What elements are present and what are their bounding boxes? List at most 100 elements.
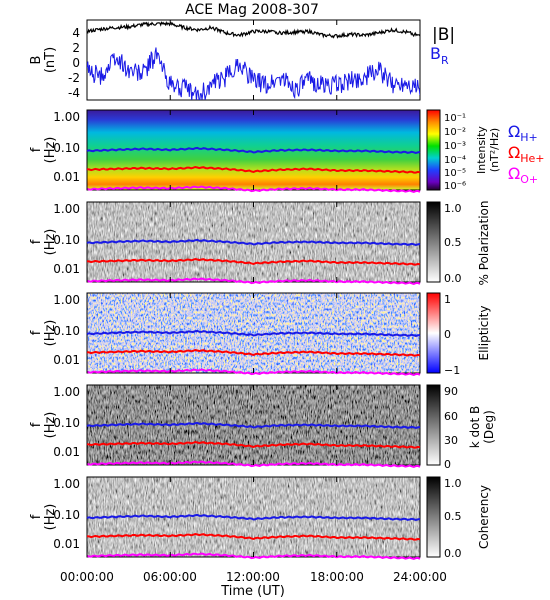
kdotb-panel: 90 60 30 0 k dot B (Deg) <box>86 384 496 471</box>
gyro-curve-h <box>86 513 421 522</box>
kdotb-cbar-tick: 60 <box>444 410 458 423</box>
b-total-legend: |B| <box>432 25 455 45</box>
chart-title: ACE Mag 2008-307 <box>185 2 319 18</box>
polarization-cbar-tick: 1.0 <box>444 202 462 215</box>
intensity-ylabel: f <box>29 147 44 152</box>
intensity-ytick-label: 1.00 <box>53 110 80 124</box>
x-axis-label: Time (UT) <box>220 584 285 599</box>
coherency-cbar-tick: 1.0 <box>444 477 462 490</box>
xtick-label: 00:00:00 <box>60 570 114 584</box>
polarization-ytick-label: 1.00 <box>53 202 80 216</box>
kdotb-ytick-label: 0.10 <box>53 416 80 430</box>
field-panel: B (nT) 4 2 0 -2 -4 |B| BR <box>29 19 455 101</box>
ellipticity-cbar-tick: 1 <box>444 293 451 306</box>
gyro-curve-o <box>86 552 421 560</box>
gyro-curve-h <box>86 238 421 247</box>
ellipticity-panel: 1 0 −1 Ellipticity <box>86 292 491 377</box>
xtick-label: 18:00:00 <box>310 570 364 584</box>
field-ytick-label: 2 <box>72 41 80 55</box>
field-ylabel: B <box>29 56 44 65</box>
polarization-cbar-tick: 0.0 <box>444 272 462 285</box>
kdotb-cbar-tick: 30 <box>444 434 458 447</box>
coherency-ytick-label: 0.10 <box>53 508 80 522</box>
coherency-ytick-label: 0.01 <box>53 537 80 551</box>
gyro-curve-he <box>86 257 421 266</box>
field-yunit: (nT) <box>43 47 58 73</box>
ellipticity-ytick-label: 0.10 <box>53 324 80 338</box>
ellipticity-colorbar <box>426 292 441 374</box>
xtick-label: 24:00:00 <box>393 570 447 584</box>
xtick-label: 06:00:00 <box>143 570 197 584</box>
intensity-cbar-tick: 10⁻⁶ <box>444 181 466 192</box>
polarization-colorbar <box>426 201 441 283</box>
intensity-cbar-title: Intensity <box>475 126 488 174</box>
intensity-ytick-label: 0.01 <box>53 170 80 184</box>
kdotb-cbar-unit: (Deg) <box>482 410 496 444</box>
coherency-yaxis: f (Hz) 1.00 0.10 0.01 <box>29 477 80 551</box>
field-ytick-label: 4 <box>72 26 80 40</box>
polarization-cbar-tick: 0.5 <box>444 236 462 249</box>
omega-o-legend: ΩO+ <box>508 164 538 186</box>
ellipticity-ytick-label: 1.00 <box>53 293 80 307</box>
kdotb-cbar-tick: 90 <box>444 385 458 398</box>
gyro-curve-he <box>86 348 421 357</box>
intensity-cbar-tick: 10⁻¹ <box>444 113 466 124</box>
polarization-yaxis: f (Hz) 1.00 0.10 0.01 <box>29 202 80 276</box>
coherency-panel: 1.0 0.5 0.0 Coherency <box>86 476 491 560</box>
gyro-curve-h <box>86 146 421 155</box>
intensity-ytick-label: 0.10 <box>53 141 80 155</box>
coherency-cbar-tick: 0.0 <box>444 547 462 560</box>
gyro-curve-h <box>86 329 421 338</box>
omega-h-legend: ΩH+ <box>508 122 538 144</box>
polarization-ytick-label: 0.01 <box>53 262 80 276</box>
intensity-cbar-tick: 10⁻⁴ <box>444 155 466 166</box>
polarization-ytick-label: 0.10 <box>53 233 80 247</box>
ellipticity-yaxis: f (Hz) 1.00 0.10 0.01 <box>29 293 80 367</box>
intensity-yunit: (Hz) <box>43 137 58 164</box>
gyro-curve-h <box>86 421 421 430</box>
coherency-ytick-label: 1.00 <box>53 477 80 491</box>
ellipticity-cbar-title: Ellipticity <box>477 306 491 361</box>
gyro-curve-he <box>86 440 421 449</box>
gyro-curve-he <box>86 165 421 174</box>
intensity-cbar-tick: 10⁻³ <box>444 141 466 152</box>
intensity-colorbar <box>426 109 441 191</box>
polarization-panel: 1.0 0.5 0.0 % Polarization <box>86 201 491 286</box>
xtick-label: 12:00:00 <box>226 570 280 584</box>
coherency-ylabel: f <box>29 514 44 519</box>
kdotb-yunit: (Hz) <box>43 412 58 439</box>
gyrofrequency-curves <box>86 146 421 560</box>
kdotb-cbar-tick: 0 <box>444 458 451 471</box>
field-ytick-label: -2 <box>68 71 80 85</box>
gyro-curve-o <box>86 368 421 376</box>
coherency-cbar-tick: 0.5 <box>444 510 462 523</box>
ellipticity-cbar-tick: 0 <box>444 328 451 341</box>
field-plot-frame <box>86 19 421 101</box>
ellipticity-ylabel: f <box>29 330 44 335</box>
kdotb-ylabel: f <box>29 422 44 427</box>
ellipticity-yunit: (Hz) <box>43 320 58 347</box>
axis-ticks <box>86 20 421 557</box>
b-radial-line <box>87 47 420 100</box>
kdotb-colorbar <box>426 384 441 466</box>
gyro-curve-o <box>86 277 421 285</box>
coherency-cbar-title: Coherency <box>477 485 491 549</box>
kdotb-ytick-label: 0.01 <box>53 445 80 459</box>
intensity-yaxis: f (Hz) 1.00 0.10 0.01 <box>29 110 80 184</box>
gyro-curve-he <box>86 532 421 541</box>
coherency-colorbar <box>426 476 441 558</box>
coherency-yunit: (Hz) <box>43 504 58 531</box>
kdotb-ytick-label: 1.00 <box>53 385 80 399</box>
b-radial-legend: BR <box>430 44 449 67</box>
omega-he-legend: ΩHe+ <box>508 143 545 165</box>
gyro-curve-o <box>86 460 421 468</box>
polarization-yunit: (Hz) <box>43 229 58 256</box>
intensity-cbar-tick: 10⁻² <box>444 127 466 138</box>
b-total-line <box>87 20 420 39</box>
intensity-cbar-unit: (nT²/Hz) <box>488 128 501 172</box>
intensity-cbar-tick: 10⁻⁵ <box>444 168 466 179</box>
polarization-cbar-title: % Polarization <box>477 201 491 286</box>
gyro-curve-o <box>86 185 421 193</box>
kdotb-yaxis: f (Hz) 1.00 0.10 0.01 <box>29 385 80 459</box>
